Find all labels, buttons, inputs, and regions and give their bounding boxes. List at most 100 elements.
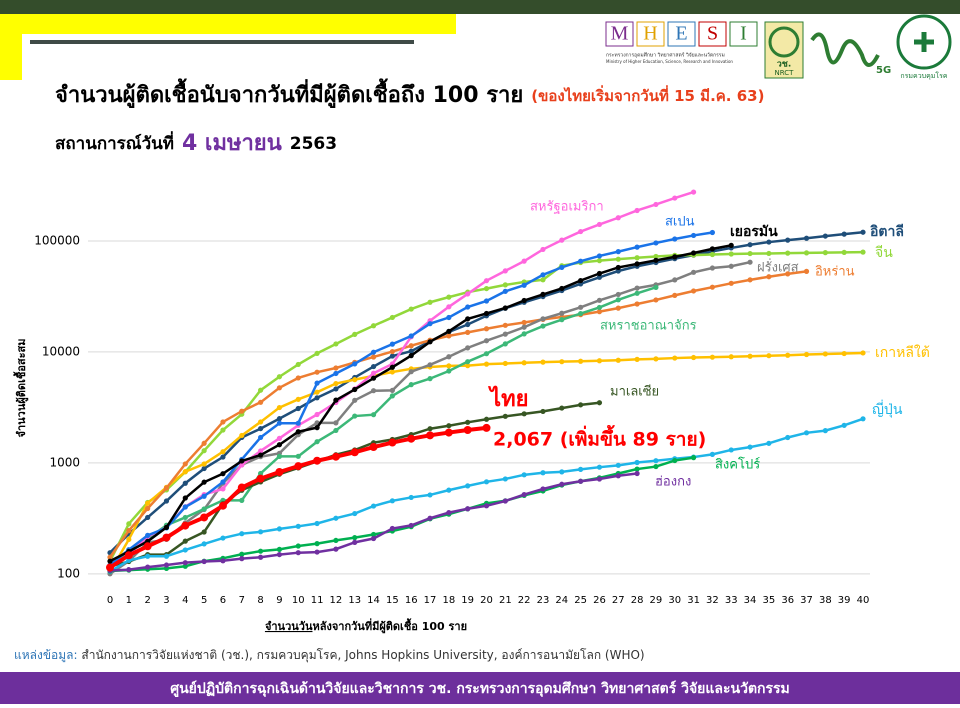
- x-title-underlined: จำนวนวัน: [265, 620, 313, 633]
- point: [408, 353, 414, 359]
- point: [256, 474, 265, 483]
- point: [596, 258, 603, 264]
- point: [427, 515, 433, 521]
- point: [408, 494, 414, 501]
- point: [370, 388, 377, 394]
- logo-letter: H: [643, 23, 657, 45]
- x-tick-label: 21: [499, 595, 512, 606]
- point: [766, 274, 772, 280]
- x-tick-label: 8: [257, 595, 263, 606]
- point: [201, 448, 207, 454]
- logo-box: [636, 21, 665, 47]
- point: [314, 411, 320, 418]
- point: [201, 493, 207, 499]
- point: [747, 353, 753, 359]
- yellow-side: [0, 14, 22, 80]
- point: [841, 350, 847, 357]
- chart-title: จำนวนผู้ติดเชื้อนับจากวันที่มีผู้ติดเชื้…: [55, 78, 764, 109]
- point: [634, 301, 640, 307]
- x-tick-label: 31: [687, 595, 700, 606]
- y-axis-title: จำนวนผู้ติดเชื้อสะสม: [13, 339, 29, 438]
- point: [578, 402, 584, 408]
- point: [578, 478, 584, 484]
- x-tick-label: 10: [292, 595, 305, 606]
- point: [389, 353, 395, 359]
- point: [446, 314, 452, 321]
- x-tick-label: 40: [857, 595, 870, 606]
- point: [408, 382, 414, 388]
- point: [370, 354, 377, 360]
- point: [333, 397, 339, 403]
- point: [201, 506, 207, 512]
- point: [276, 551, 283, 558]
- point: [482, 423, 491, 432]
- point: [502, 305, 508, 311]
- point: [314, 549, 320, 555]
- point: [313, 456, 322, 465]
- x-tick-label: 4: [182, 595, 188, 606]
- x-tick-label: 30: [668, 595, 681, 606]
- point: [126, 528, 132, 534]
- point: [314, 520, 320, 527]
- point: [634, 261, 640, 267]
- point: [747, 259, 753, 265]
- point: [559, 359, 565, 365]
- point: [220, 558, 226, 564]
- point: [690, 232, 697, 239]
- point: [785, 271, 791, 277]
- point: [709, 246, 716, 252]
- point: [352, 539, 358, 545]
- point: [370, 375, 377, 381]
- x-tick-label: 25: [574, 595, 587, 606]
- point: [540, 291, 546, 297]
- series-label: มาเลเซีย: [610, 384, 659, 400]
- point: [483, 298, 490, 304]
- point: [352, 331, 358, 337]
- point: [653, 201, 659, 208]
- point: [276, 374, 283, 380]
- point: [182, 563, 188, 569]
- series-label: อิหร่าน: [815, 265, 855, 280]
- x-tick-label: 0: [107, 595, 113, 606]
- point: [728, 354, 734, 360]
- point: [182, 538, 188, 544]
- point: [785, 237, 791, 243]
- point: [540, 470, 546, 476]
- x-tick-label: 12: [330, 595, 343, 606]
- point: [672, 254, 678, 260]
- point: [182, 469, 188, 475]
- point: [728, 242, 734, 249]
- x-tick-label: 11: [311, 595, 324, 606]
- point: [389, 341, 395, 347]
- point: [502, 360, 508, 367]
- x-tick-label: 5: [201, 595, 207, 606]
- point: [427, 299, 433, 305]
- x-tick-label: 19: [461, 595, 474, 606]
- x-tick-label: 14: [367, 595, 380, 606]
- x-tick-label: 28: [631, 595, 644, 606]
- point: [596, 270, 603, 277]
- point: [615, 268, 621, 274]
- point: [295, 543, 301, 549]
- point: [709, 251, 716, 258]
- anniversary-logo: [810, 32, 880, 67]
- point: [446, 487, 452, 493]
- point: [596, 358, 603, 364]
- point: [578, 310, 584, 317]
- point: [483, 326, 490, 332]
- point: [446, 363, 452, 369]
- series-line: [109, 190, 694, 567]
- point: [276, 435, 283, 441]
- point: [220, 535, 226, 541]
- series-label: สิงคโปร์: [715, 457, 760, 473]
- point: [370, 412, 377, 418]
- point: [709, 265, 716, 271]
- point: [747, 444, 753, 450]
- point: [596, 464, 603, 470]
- point: [540, 486, 546, 492]
- point: [143, 542, 152, 551]
- logo-box: [667, 21, 696, 47]
- point: [540, 359, 546, 365]
- x-tick-label: 35: [763, 595, 776, 606]
